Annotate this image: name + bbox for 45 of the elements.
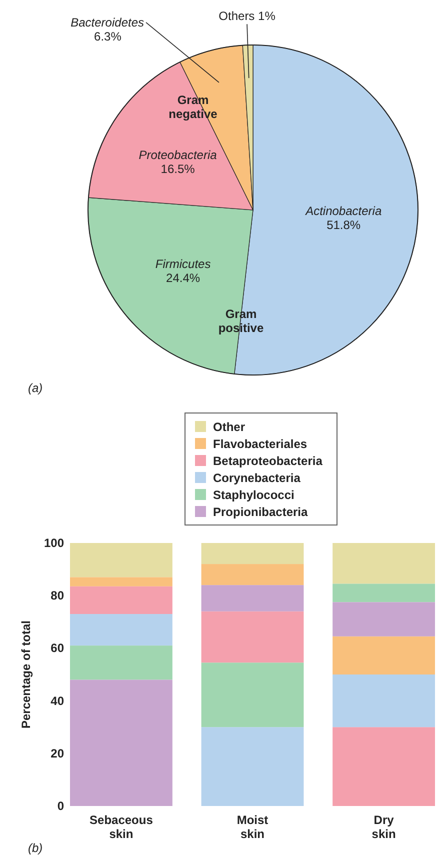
bar	[70, 680, 172, 806]
slice-label: Others 1%	[218, 9, 276, 24]
bar	[201, 543, 304, 564]
bar	[70, 586, 172, 614]
y-axis-title: Percentage of total	[19, 620, 33, 729]
bar	[201, 564, 304, 586]
bar	[332, 674, 435, 728]
legend-label: Betaproteobacteria	[213, 454, 323, 468]
y-tick-label: 20	[50, 746, 64, 760]
slice-label: Bacteroidetes	[70, 15, 144, 30]
bar	[332, 543, 435, 584]
y-tick-label: 80	[50, 588, 64, 603]
legend-label: Other	[213, 420, 246, 434]
data-label: 16.5%	[160, 162, 196, 176]
data-label: 51.8%	[326, 218, 361, 232]
bar	[201, 662, 304, 728]
text: (a)	[28, 381, 43, 395]
bar	[70, 646, 172, 680]
x-tick-label: Dry skin	[372, 813, 396, 841]
y-tick-label: 0	[57, 799, 64, 813]
bar	[70, 614, 172, 646]
bar	[201, 611, 304, 663]
x-tick-label: Sebaceous skin	[90, 813, 154, 841]
data-label: 24.4%	[166, 270, 200, 285]
x-tick-label: Moist skin	[236, 813, 268, 841]
bar	[70, 543, 172, 578]
legend-label: Staphylococci	[213, 488, 294, 502]
bar	[201, 585, 304, 612]
data-label: 6.3%	[94, 29, 122, 44]
y-tick-label: 60	[50, 641, 64, 656]
slice-label: Proteobacteria	[138, 148, 218, 162]
bar	[332, 602, 435, 636]
bar	[70, 577, 172, 586]
slice-label: Actinobacteria	[304, 204, 382, 218]
bar	[332, 636, 435, 674]
legend-label: Corynebacteria	[213, 471, 301, 485]
y-tick-label: 40	[50, 694, 64, 708]
y-tick-label: 100	[44, 536, 64, 550]
slice-label: Firmicutes	[155, 256, 211, 271]
bar	[332, 584, 435, 602]
text: (b)	[28, 841, 43, 855]
bar	[332, 727, 435, 806]
legend-label: Flavobacteriales	[213, 437, 308, 451]
legend-label: Propionibacteria	[213, 505, 308, 519]
bar	[201, 727, 304, 806]
